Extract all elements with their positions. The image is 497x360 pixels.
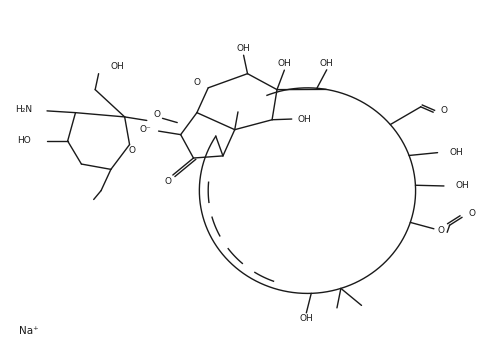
Text: OH: OH	[111, 62, 125, 71]
Text: OH: OH	[300, 314, 313, 323]
Text: O: O	[128, 147, 135, 156]
Text: OH: OH	[237, 44, 250, 53]
Text: OH: OH	[320, 59, 333, 68]
Text: O⁻: O⁻	[140, 125, 151, 134]
Text: OH: OH	[449, 148, 463, 157]
Text: O: O	[468, 210, 475, 219]
Text: O: O	[165, 177, 171, 186]
Text: OH: OH	[277, 59, 291, 68]
Text: O: O	[438, 226, 445, 235]
Text: H₂N: H₂N	[15, 105, 32, 114]
Text: OH: OH	[298, 114, 312, 123]
Text: HO: HO	[17, 136, 31, 145]
Text: Na⁺: Na⁺	[18, 326, 38, 336]
Text: O: O	[194, 78, 201, 87]
Text: O: O	[153, 110, 160, 119]
Text: O: O	[440, 106, 447, 115]
Text: OH: OH	[456, 181, 470, 190]
